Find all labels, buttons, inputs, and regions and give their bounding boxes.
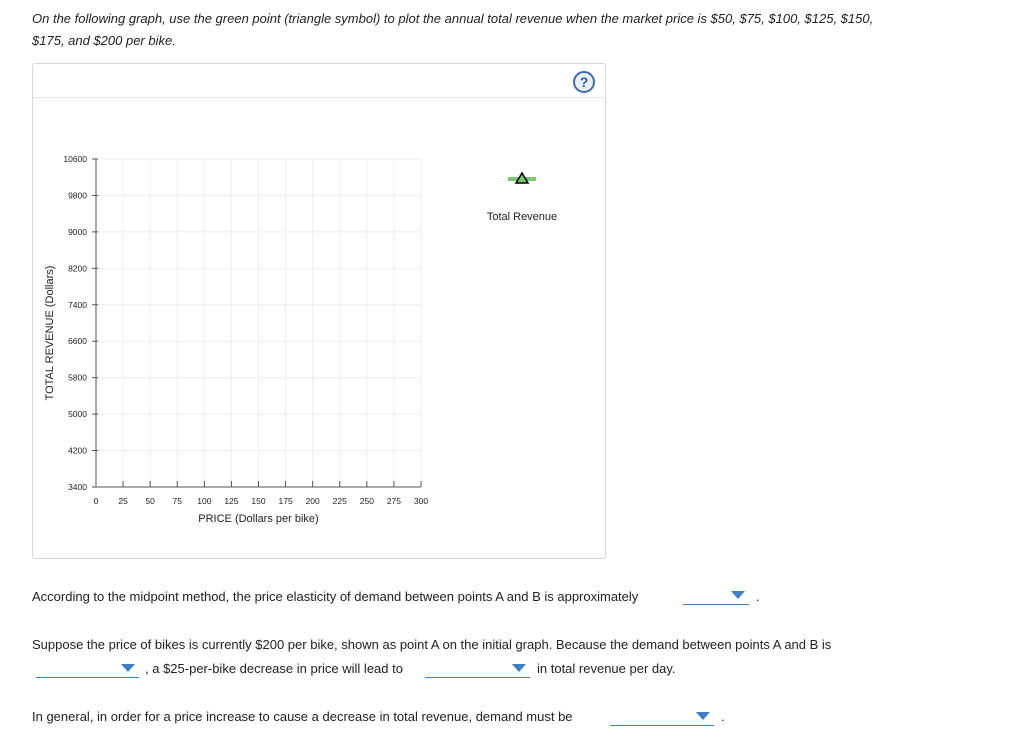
triangle-point-icon[interactable]: [514, 171, 530, 184]
q3-end: .: [721, 709, 725, 724]
x-tick-label: 0: [94, 496, 99, 506]
y-tick-label: 6600: [68, 336, 87, 346]
y-axis-title: TOTAL REVENUE (Dollars): [44, 266, 56, 401]
y-tick-label: 5000: [68, 409, 87, 419]
y-tick-label: 4200: [68, 446, 87, 456]
instruction-line-2: $175, and $200 per bike.: [32, 33, 176, 48]
x-tick-label: 125: [224, 496, 238, 506]
q2-mid: , a $25-per-bike decrease in price will …: [145, 661, 403, 676]
q2-end: in total revenue per day.: [537, 661, 676, 676]
question-1: According to the midpoint method, the pr…: [32, 588, 638, 606]
x-tick-label: 25: [118, 496, 128, 506]
y-tick-label: 9800: [68, 190, 87, 200]
q1-text: According to the midpoint method, the pr…: [32, 589, 639, 604]
x-tick-label: 275: [387, 496, 401, 506]
chevron-down-icon: [696, 712, 710, 720]
y-tick-label: 7400: [68, 300, 87, 310]
q1-end: .: [756, 589, 760, 604]
legend: Total Revenue: [487, 171, 557, 223]
x-tick-label: 300: [414, 496, 428, 506]
x-tick-label: 150: [251, 496, 265, 506]
elasticity-dropdown[interactable]: [683, 588, 749, 605]
graph-panel: ? 0 25 50 75 100 125 150 175 200 225 250 275 300 1060…: [32, 63, 606, 559]
instructions: On the following graph, use the green po…: [32, 8, 992, 52]
demand-type-dropdown[interactable]: [36, 661, 139, 678]
legend-label: Total Revenue: [487, 211, 557, 223]
x-tick-label: 200: [306, 496, 320, 506]
y-tick-label: 10600: [63, 154, 87, 164]
panel-divider: [33, 97, 605, 98]
q2-text: Suppose the price of bikes is currently …: [32, 637, 832, 652]
chevron-down-icon: [512, 664, 526, 672]
x-tick-label: 175: [278, 496, 292, 506]
y-tick-label: 3400: [68, 482, 87, 492]
chevron-down-icon: [121, 664, 135, 672]
help-icon[interactable]: ?: [573, 71, 595, 93]
y-tick-label: 5800: [68, 373, 87, 383]
x-tick-label: 250: [360, 496, 374, 506]
y-tick-label: 9000: [68, 227, 87, 237]
x-tick-label: 50: [145, 496, 155, 506]
instruction-line-1: On the following graph, use the green po…: [32, 11, 874, 26]
x-tick-label: 75: [173, 496, 183, 506]
chart-grid: [96, 158, 422, 487]
x-tick-label: 225: [333, 496, 347, 506]
demand-must-be-dropdown[interactable]: [610, 709, 714, 726]
revenue-change-dropdown[interactable]: [425, 661, 530, 678]
x-tick-label: 100: [197, 496, 211, 506]
x-axis-title: PRICE (Dollars per bike): [198, 513, 318, 525]
q3-text: In general, in order for a price increas…: [32, 709, 573, 724]
total-revenue-chart[interactable]: 0 25 50 75 100 125 150 175 200 225 250 275 300 10600 9…: [33, 64, 607, 560]
chart-ticks: 0 25 50 75 100 125 150 175 200 225 250 275 300 10600 9…: [63, 154, 428, 506]
y-tick-label: 8200: [68, 263, 87, 273]
chevron-down-icon: [731, 591, 745, 599]
